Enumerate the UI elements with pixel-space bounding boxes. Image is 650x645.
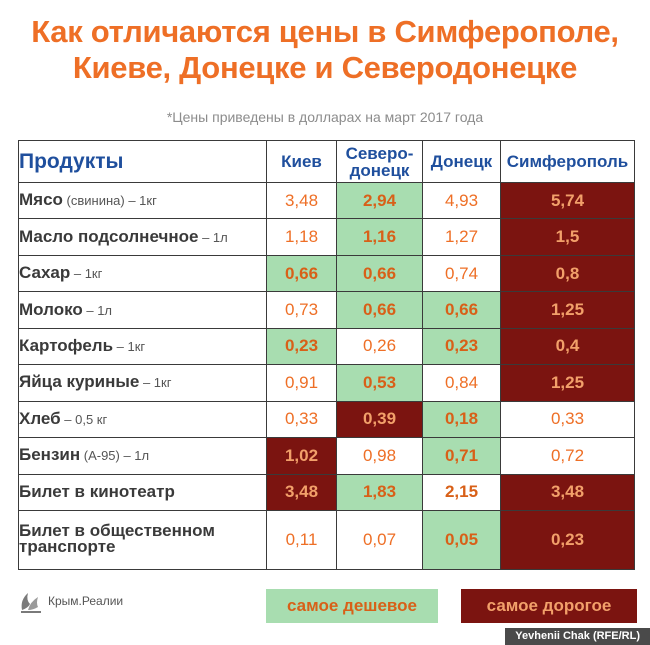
price-donetsk: 0,84 <box>422 364 501 402</box>
header-products: Продукты <box>18 140 267 183</box>
product-cell: Яйца куриные – 1кг <box>18 364 267 402</box>
table-header-row: Продукты Киев Северо- донецк Донецк Симф… <box>18 140 635 183</box>
price-kiev: 0,11 <box>266 509 337 571</box>
table-row: Яйца куриные – 1кг 0,91 0,53 0,84 1,25 <box>18 364 635 402</box>
product-unit: – 1л <box>198 229 228 245</box>
price-donetsk: 2,15 <box>422 473 501 511</box>
price-simferopol: 0,23 <box>500 509 635 571</box>
price-donetsk: 0,74 <box>422 254 501 293</box>
product-cell: Молоко – 1л <box>18 291 267 329</box>
price-kiev: 1,02 <box>266 437 337 475</box>
table-row: Бензин (А-95) – 1л 1,02 0,98 0,71 0,72 <box>18 437 635 475</box>
price-kiev: 0,91 <box>266 364 337 402</box>
product-cell: Картофель – 1кг <box>18 327 267 366</box>
price-severodonetsk: 0,98 <box>336 437 423 475</box>
table-row: Сахар – 1кг 0,66 0,66 0,74 0,8 <box>18 254 635 293</box>
price-simferopol: 0,4 <box>500 327 635 366</box>
price-donetsk: 4,93 <box>422 181 501 220</box>
brand-logo: Крым.Реалии <box>18 588 123 614</box>
header-donetsk: Донецк <box>422 140 501 183</box>
header-severodonetsk: Северо- донецк <box>336 140 423 183</box>
product-name: Хлеб <box>19 408 61 428</box>
table-row: Мясо (свинина) – 1кг 3,48 2,94 4,93 5,74 <box>18 181 635 220</box>
product-cell: Бензин (А-95) – 1л <box>18 437 267 475</box>
product-unit: – 0,5 кг <box>60 411 108 427</box>
legend-most-expensive: самое дорогое <box>461 589 637 623</box>
price-severodonetsk: 0,53 <box>336 364 423 402</box>
price-table: Продукты Киев Северо- донецк Донецк Симф… <box>18 140 635 571</box>
price-simferopol: 0,8 <box>500 254 635 293</box>
title-line-2: Киеве, Донецке и Северодонецке <box>72 50 578 85</box>
brand-name: Крым.Реалии <box>48 594 124 608</box>
price-severodonetsk: 0,07 <box>336 509 423 571</box>
price-simferopol: 0,33 <box>500 400 635 439</box>
price-kiev: 0,33 <box>266 400 337 439</box>
table-row: Масло подсолнечное – 1л 1,18 1,16 1,27 1… <box>18 218 635 256</box>
price-donetsk: 0,66 <box>422 291 501 329</box>
product-unit: – 1кг <box>139 375 172 391</box>
price-donetsk: 0,71 <box>422 437 501 475</box>
legend-cheapest: самое дешевое <box>266 589 438 623</box>
price-kiev: 0,73 <box>266 291 337 329</box>
product-unit: – 1л <box>82 302 113 318</box>
price-severodonetsk: 0,39 <box>336 400 423 439</box>
product-unit: (А-95) – 1л <box>80 448 150 464</box>
table-row: Билет в общественном транспорте 0,11 0,0… <box>18 509 635 571</box>
price-simferopol: 1,5 <box>500 218 635 256</box>
product-name: Молоко <box>19 299 83 319</box>
product-name: Картофель <box>19 335 114 355</box>
price-simferopol: 1,25 <box>500 364 635 402</box>
price-donetsk: 0,23 <box>422 327 501 366</box>
price-severodonetsk: 2,94 <box>336 181 423 220</box>
price-kiev: 0,23 <box>266 327 337 366</box>
table-row: Молоко – 1л 0,73 0,66 0,66 1,25 <box>18 291 635 329</box>
product-unit: – 1кг <box>70 266 103 282</box>
price-severodonetsk: 1,83 <box>336 473 423 511</box>
product-name: Сахар <box>19 263 71 283</box>
header-simferopol: Симферополь <box>500 140 635 183</box>
product-cell: Билет в общественном транспорте <box>18 509 267 571</box>
product-cell: Билет в кинотеатр <box>18 473 267 511</box>
product-cell: Мясо (свинина) – 1кг <box>18 181 267 220</box>
price-kiev: 3,48 <box>266 181 337 220</box>
price-severodonetsk: 0,66 <box>336 291 423 329</box>
table-row: Билет в кинотеатр 3,48 1,83 2,15 3,48 <box>18 473 635 511</box>
price-kiev: 0,66 <box>266 254 337 293</box>
price-simferopol: 1,25 <box>500 291 635 329</box>
price-simferopol: 5,74 <box>500 181 635 220</box>
title-line-1: Как отличаются цены в Симферополе, <box>31 14 619 49</box>
price-severodonetsk: 0,26 <box>336 327 423 366</box>
product-name: Масло подсолнечное <box>19 226 199 246</box>
product-name: Билет в кинотеатр <box>19 481 175 501</box>
rferl-logo-icon <box>21 593 41 613</box>
product-cell: Сахар – 1кг <box>18 254 267 293</box>
price-simferopol: 0,72 <box>500 437 635 475</box>
header-severodonetsk-line-2: донецк <box>349 160 410 180</box>
subtitle: *Цены приведены в долларах на март 2017 … <box>166 109 484 125</box>
product-name: Яйца куриные <box>19 372 140 392</box>
table-row: Хлеб – 0,5 кг 0,33 0,39 0,18 0,33 <box>18 400 635 439</box>
table-row: Картофель – 1кг 0,23 0,26 0,23 0,4 <box>18 327 635 366</box>
price-kiev: 1,18 <box>266 218 337 256</box>
header-severodonetsk-line-1: Северо- <box>345 143 414 163</box>
product-unit: – 1кг <box>113 338 146 354</box>
price-donetsk: 0,18 <box>422 400 501 439</box>
product-name: Мясо <box>19 190 63 210</box>
product-name: Билет в общественном транспорте <box>19 521 215 557</box>
product-unit: (свинина) – 1кг <box>62 193 157 209</box>
price-donetsk: 1,27 <box>422 218 501 256</box>
product-cell: Масло подсолнечное – 1л <box>18 218 267 256</box>
price-donetsk: 0,05 <box>422 509 501 571</box>
product-cell: Хлеб – 0,5 кг <box>18 400 267 439</box>
price-simferopol: 3,48 <box>500 473 635 511</box>
product-name: Бензин <box>19 445 81 465</box>
author-credit: Yevhenii Chak (RFE/RL) <box>505 628 650 645</box>
price-kiev: 3,48 <box>266 473 337 511</box>
price-severodonetsk: 1,16 <box>336 218 423 256</box>
header-kiev: Киев <box>266 140 337 183</box>
page-title: Как отличаются цены в Симферополе, Киеве… <box>0 14 650 86</box>
price-severodonetsk: 0,66 <box>336 254 423 293</box>
